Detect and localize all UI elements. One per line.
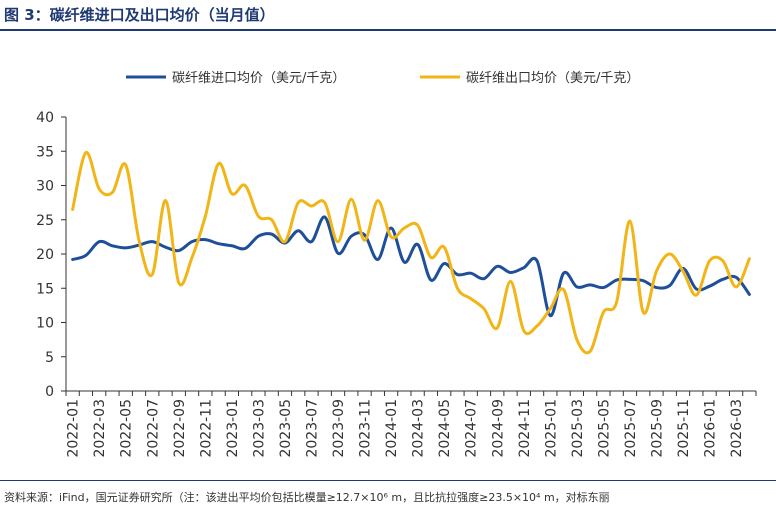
x-tick-label: 2023-11: [358, 399, 374, 458]
x-tick-label: 2022-09: [172, 399, 188, 458]
x-tick-label: 2026-01: [703, 399, 719, 458]
x-tick-label: 2023-01: [225, 399, 241, 458]
legend-label-export: 碳纤维出口均价（美元/千克）: [466, 71, 639, 86]
chart-legend: 碳纤维进口均价（美元/千克） 碳纤维出口均价（美元/千克）: [126, 71, 639, 86]
x-tick-label: 2024-11: [517, 399, 533, 458]
x-tick-label: 2022-01: [66, 399, 82, 458]
x-tick-label: 2022-07: [145, 399, 161, 458]
y-tick-label: 10: [36, 316, 54, 332]
legend-label-import: 碳纤维进口均价（美元/千克）: [172, 71, 345, 86]
x-tick-label: 2025-03: [570, 399, 586, 458]
y-tick-label: 35: [36, 144, 54, 160]
line-chart: 碳纤维进口均价（美元/千克） 碳纤维出口均价（美元/千克） 0510152025…: [36, 71, 757, 458]
x-tick-label: 2022-03: [92, 399, 108, 458]
x-tick-label: 2025-11: [676, 399, 692, 458]
x-tick-label: 2022-11: [198, 399, 214, 458]
y-tick-label: 0: [45, 384, 54, 400]
x-tick-label: 2023-07: [304, 399, 320, 458]
x-tick-label: 2024-09: [490, 399, 506, 458]
y-tick-label: 25: [36, 213, 54, 229]
x-tick-label: 2026-03: [729, 399, 745, 458]
series-line-export: [71, 151, 751, 355]
title-divider: [0, 29, 776, 31]
x-tick-label: 2022-05: [119, 399, 135, 458]
series-layer: [71, 151, 751, 355]
y-axis: 0 5 10 15 20 25 30 35 40: [36, 110, 67, 400]
x-tick-label: 2025-05: [596, 399, 612, 458]
x-tick-label: 2025-01: [543, 399, 559, 458]
x-tick-label: 2023-03: [251, 399, 267, 458]
footer-divider: [0, 480, 776, 481]
x-axis: 2022-01 2022-03 2022-05 2022-07 2022-09 2022-…: [65, 390, 757, 458]
figure-title: 图 3：碳纤维进口及出口均价（当月值）: [4, 6, 275, 24]
x-tick-label: 2024-05: [437, 399, 453, 458]
x-tick-label: 2024-03: [411, 399, 427, 458]
y-tick-label: 5: [45, 350, 54, 366]
figure-title-bar: 图 3：碳纤维进口及出口均价（当月值）: [0, 0, 776, 28]
y-tick-label: 20: [36, 247, 54, 263]
x-tick-label: 2023-09: [331, 399, 347, 458]
source-note: 资料来源：iFind，国元证券研究所（注：该进出平均价包括比模量≥12.7×10…: [4, 491, 610, 504]
y-tick-label: 40: [36, 110, 54, 126]
y-tick-label: 30: [36, 179, 54, 195]
x-tick-label: 2025-07: [623, 399, 639, 458]
x-tick-label: 2024-01: [384, 399, 400, 458]
x-tick-label: 2025-09: [649, 399, 665, 458]
series-line-import: [71, 215, 751, 318]
y-tick-label: 15: [36, 281, 54, 297]
x-tick-label: 2024-07: [464, 399, 480, 458]
x-tick-label: 2023-05: [278, 399, 294, 458]
